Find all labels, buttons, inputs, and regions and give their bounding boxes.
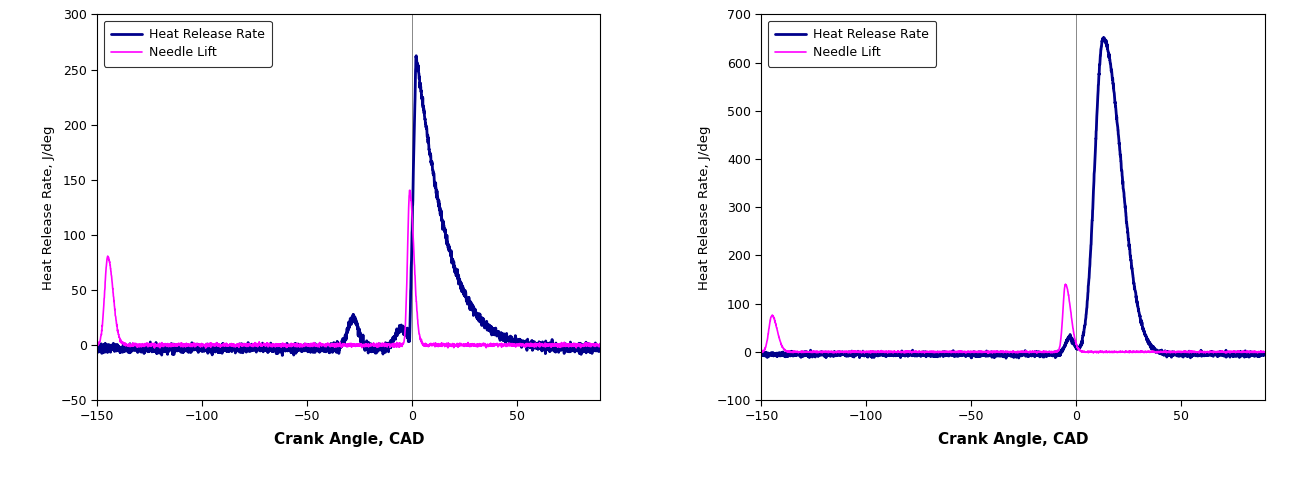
Needle Lift <box>176 343 192 349</box>
Heat Release Rate <box>1257 351 1272 357</box>
Needle Lift <box>981 350 996 356</box>
Heat Release Rate <box>305 343 320 348</box>
Needle Lift <box>754 349 769 355</box>
X-axis label: Crank Angle, CAD: Crank Angle, CAD <box>938 432 1088 447</box>
Heat Release Rate <box>584 345 599 350</box>
Needle Lift <box>198 345 214 351</box>
Heat Release Rate <box>593 345 608 351</box>
Y-axis label: Heat Release Rate, J/deg: Heat Release Rate, J/deg <box>42 125 54 290</box>
Needle Lift <box>1257 349 1272 355</box>
Needle Lift <box>840 349 856 355</box>
Heat Release Rate <box>1096 35 1112 40</box>
Heat Release Rate <box>1193 350 1209 356</box>
Needle Lift <box>1058 281 1074 287</box>
Heat Release Rate <box>811 352 826 358</box>
Heat Release Rate <box>176 348 192 354</box>
Needle Lift <box>529 341 545 347</box>
Needle Lift <box>947 349 962 355</box>
Needle Lift <box>305 340 320 346</box>
Legend: Heat Release Rate, Needle Lift: Heat Release Rate, Needle Lift <box>104 21 272 67</box>
Needle Lift <box>593 340 608 346</box>
Line: Needle Lift: Needle Lift <box>761 284 1265 353</box>
Line: Heat Release Rate: Heat Release Rate <box>761 38 1265 358</box>
Line: Needle Lift: Needle Lift <box>97 190 601 348</box>
Heat Release Rate <box>969 351 984 357</box>
Heat Release Rate <box>754 352 769 358</box>
Heat Release Rate <box>529 346 545 351</box>
X-axis label: Crank Angle, CAD: Crank Angle, CAD <box>274 432 424 447</box>
Needle Lift <box>283 343 298 349</box>
Needle Lift <box>1193 349 1209 355</box>
Needle Lift <box>147 343 162 348</box>
Heat Release Rate <box>840 351 856 357</box>
Needle Lift <box>1248 349 1263 355</box>
Needle Lift <box>402 187 418 193</box>
Needle Lift <box>969 349 984 355</box>
Heat Release Rate <box>999 355 1014 361</box>
Line: Heat Release Rate: Heat Release Rate <box>97 56 601 355</box>
Heat Release Rate <box>89 342 105 348</box>
Heat Release Rate <box>147 348 162 354</box>
Heat Release Rate <box>1248 351 1263 357</box>
Y-axis label: Heat Release Rate, J/deg: Heat Release Rate, J/deg <box>698 125 711 290</box>
Heat Release Rate <box>275 352 291 358</box>
Needle Lift <box>584 344 599 349</box>
Heat Release Rate <box>409 53 424 59</box>
Needle Lift <box>89 340 105 346</box>
Heat Release Rate <box>283 346 298 351</box>
Needle Lift <box>811 348 826 354</box>
Legend: Heat Release Rate, Needle Lift: Heat Release Rate, Needle Lift <box>768 21 936 67</box>
Heat Release Rate <box>947 354 962 360</box>
